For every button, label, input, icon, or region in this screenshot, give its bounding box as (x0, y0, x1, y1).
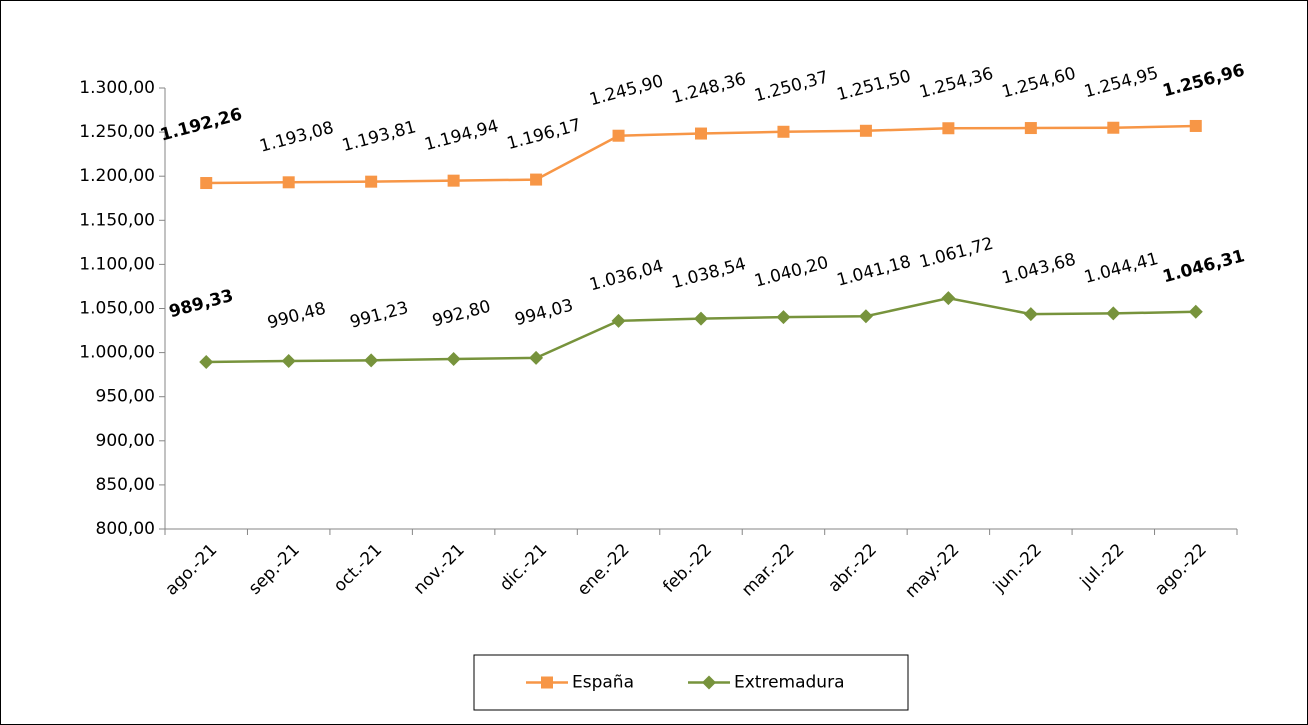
marker (541, 676, 553, 689)
y-tick-label: 1.000,00 (79, 343, 155, 363)
marker (858, 309, 873, 324)
marker (612, 129, 625, 142)
marker (200, 177, 213, 190)
marker (941, 291, 956, 306)
marker (199, 355, 214, 370)
y-tick-label: 1.050,00 (79, 299, 155, 319)
marker (859, 124, 872, 137)
marker (1189, 119, 1202, 132)
marker (1107, 121, 1120, 134)
marker (694, 311, 708, 326)
marker (695, 127, 707, 140)
y-tick-label: 1.200,00 (79, 166, 155, 186)
marker (447, 174, 460, 187)
marker (1188, 304, 1203, 319)
marker (776, 310, 791, 325)
y-tick-label: 1.300,00 (79, 78, 155, 98)
legend-label: España (572, 673, 634, 693)
y-tick-label: 900,00 (96, 431, 155, 451)
marker (282, 176, 295, 189)
marker (529, 350, 544, 365)
marker (1023, 307, 1038, 322)
y-tick-label: 1.250,00 (79, 122, 155, 142)
marker (364, 353, 379, 368)
marker (1106, 306, 1121, 321)
y-tick-label: 850,00 (96, 475, 155, 495)
legend-label: Extremadura (734, 673, 845, 693)
marker (446, 351, 461, 366)
y-tick-label: 1.100,00 (79, 254, 155, 274)
marker (530, 173, 543, 186)
marker (281, 353, 296, 368)
marker (365, 175, 378, 188)
marker (702, 675, 716, 690)
marker (1024, 122, 1037, 135)
y-tick-label: 800,00 (96, 519, 155, 539)
marker (611, 313, 626, 328)
marker (777, 125, 790, 138)
y-tick-label: 950,00 (96, 387, 155, 407)
marker (942, 122, 955, 135)
y-tick-label: 1.150,00 (79, 210, 155, 230)
